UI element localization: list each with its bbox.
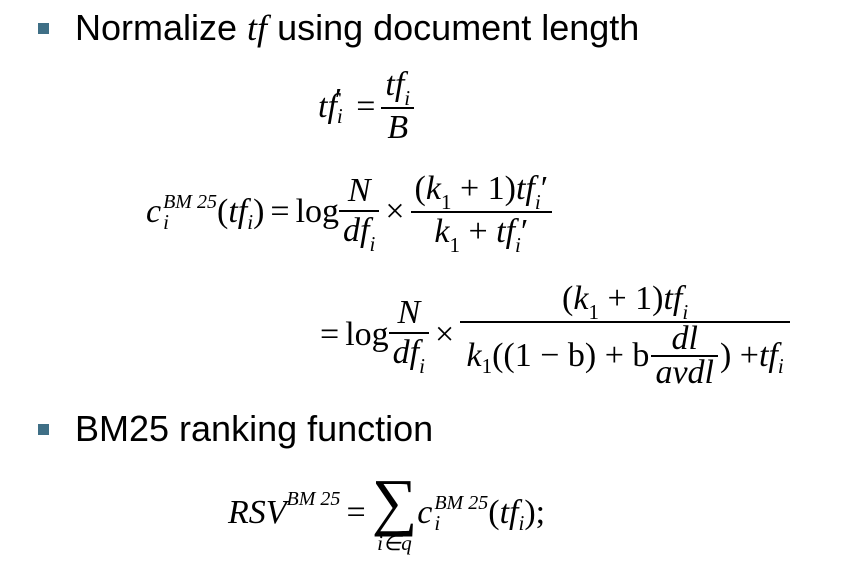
fraction: tfi B	[381, 66, 415, 147]
fraction: N dfi	[339, 172, 380, 256]
fraction: dl avdl	[651, 322, 718, 390]
equation-bm25-line1: c BM 25 i (tf i) = log N dfi × (k1 + 1)tf…	[146, 170, 553, 257]
fraction: N dfi	[388, 294, 429, 378]
square-bullet-icon	[38, 423, 49, 435]
bullet-normalize: Normalize tf using document length	[38, 8, 639, 48]
bullet-text: Normalize tf using document length	[75, 7, 640, 49]
equation-normalized-tf: tf i ′ = tfi B	[318, 66, 415, 147]
bullet-text: BM25 ranking function	[75, 408, 434, 449]
bullet-bm25-ranking: BM25 ranking function	[38, 409, 433, 449]
fraction: (k1 + 1)tfi′ k1 + tfi′	[410, 170, 553, 257]
equation-rsv: RSV BM 25 = ∑ i∈q c BM 25 i (tf i);	[228, 466, 546, 555]
square-bullet-icon	[38, 22, 49, 34]
